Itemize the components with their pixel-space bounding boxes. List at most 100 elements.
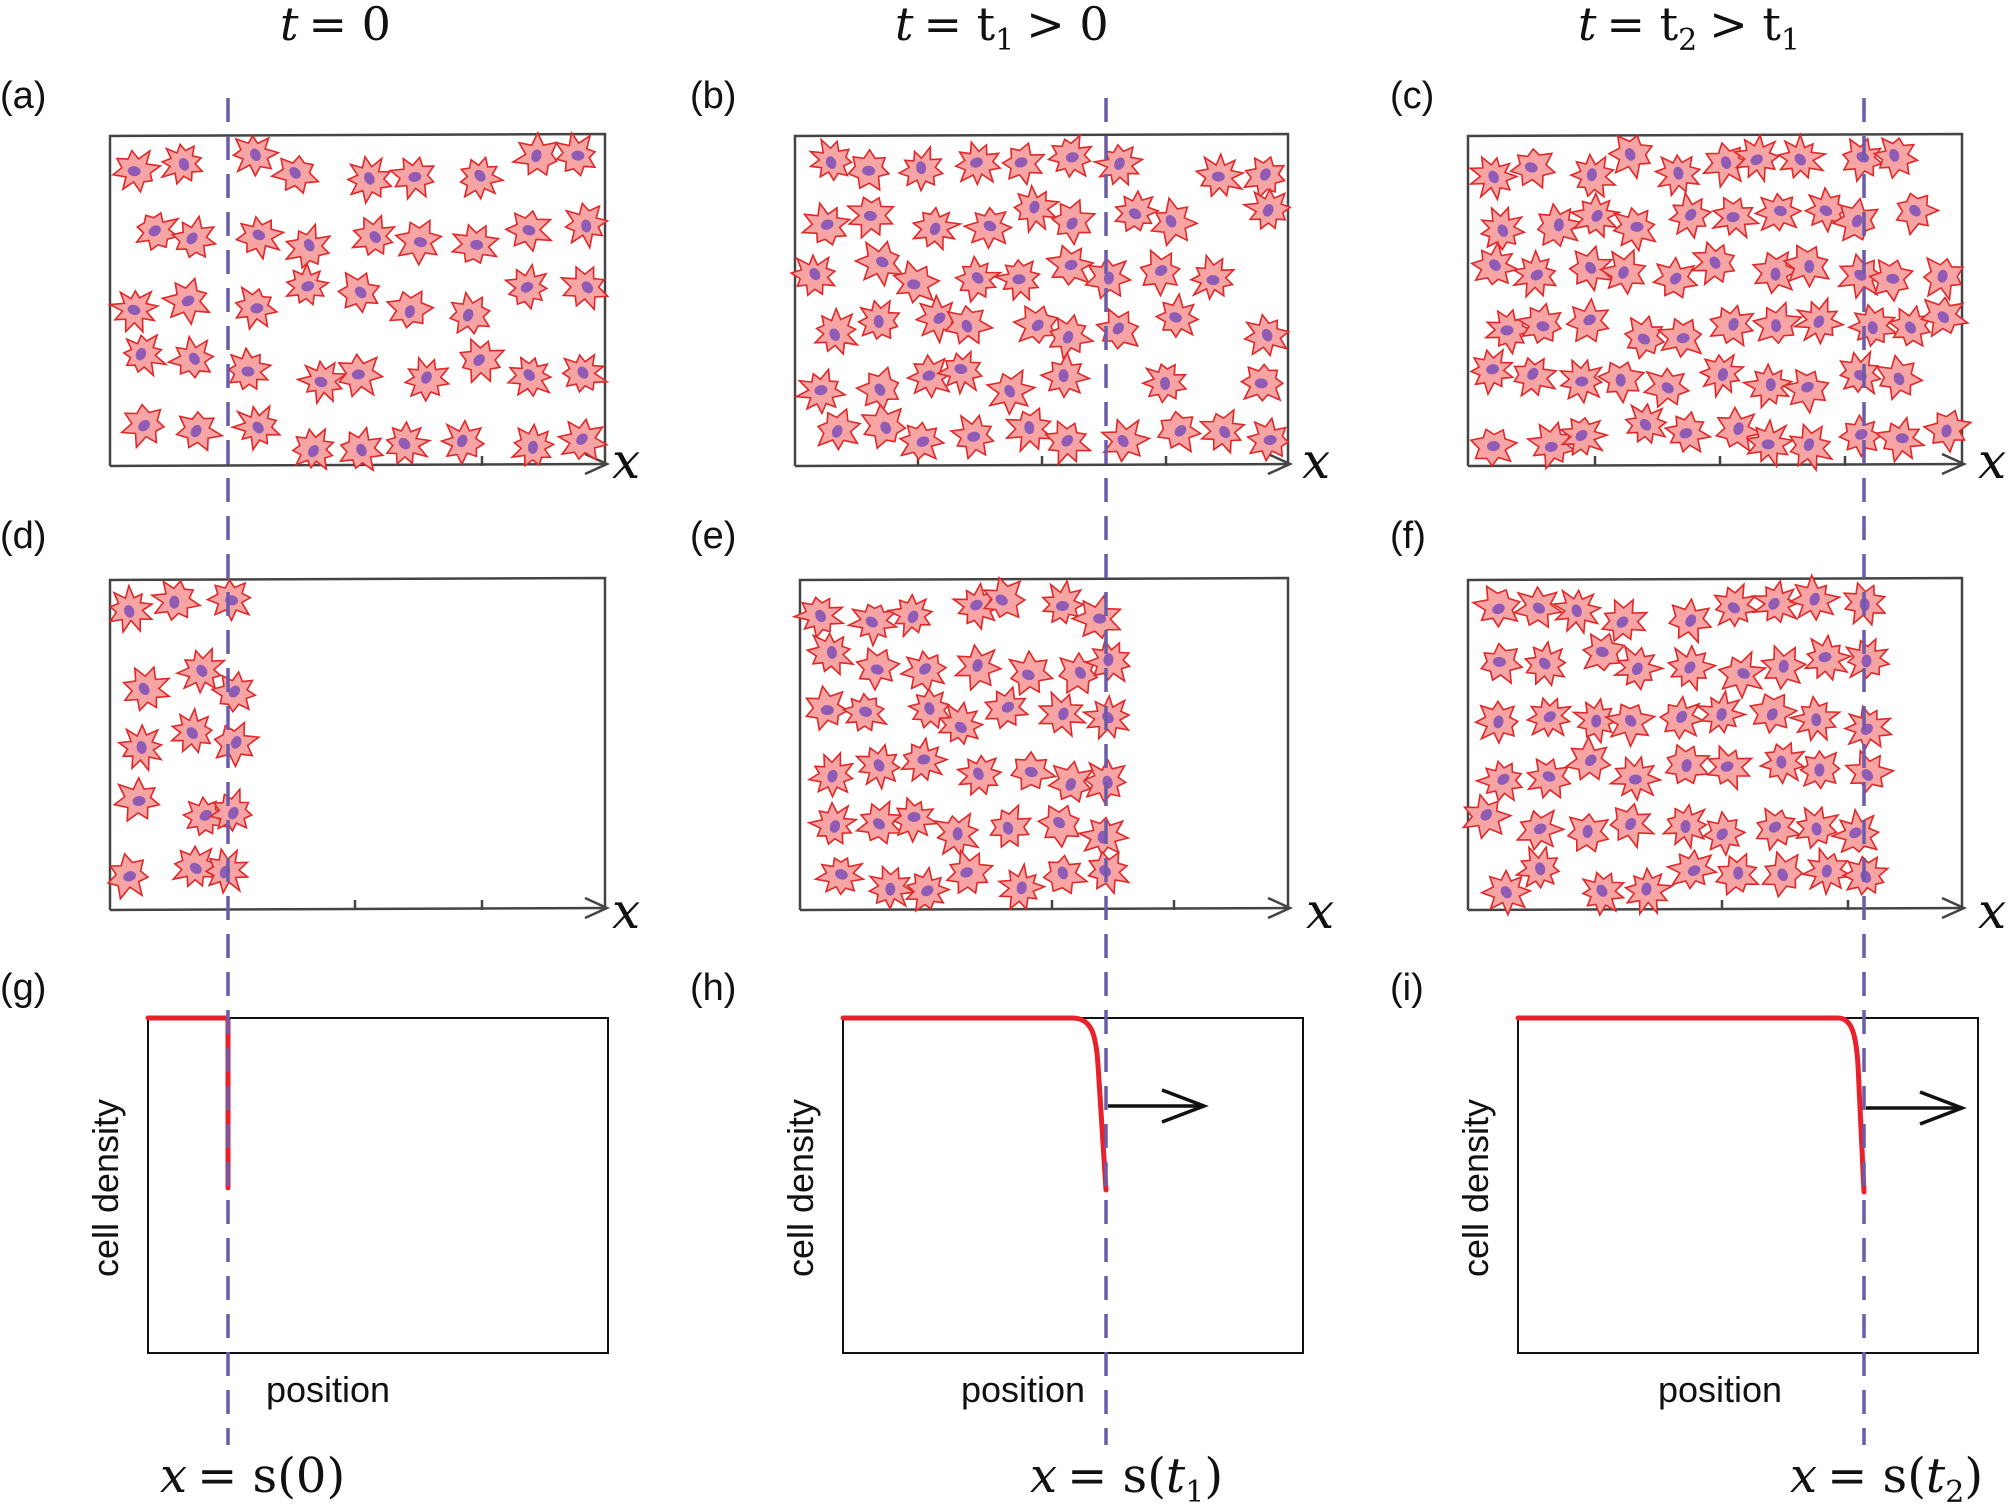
cell-nucleus — [1500, 325, 1514, 336]
cell-nucleus — [885, 882, 896, 896]
cell — [935, 349, 984, 397]
cell — [1566, 812, 1610, 853]
cell-nucleus — [1532, 602, 1546, 614]
cell-nucleus — [1684, 661, 1696, 674]
cell — [1872, 136, 1920, 180]
front-label-s0: x = s(0) — [160, 1448, 345, 1504]
cell-nucleus — [470, 239, 484, 250]
cell-nucleus — [1064, 259, 1078, 271]
cell — [1083, 256, 1133, 300]
cell — [1149, 196, 1200, 248]
axis-symbol-b: x — [1302, 432, 1330, 490]
cell — [791, 596, 846, 639]
cell-nucleus — [1596, 884, 1608, 897]
cell — [171, 844, 218, 888]
cell-nucleus — [456, 434, 468, 448]
cell — [1083, 757, 1128, 804]
cell-nucleus — [1254, 378, 1268, 389]
cell — [1751, 300, 1804, 345]
cell — [169, 706, 214, 755]
cell-nucleus — [1641, 882, 1652, 896]
cell — [1139, 248, 1182, 298]
cell — [1776, 131, 1828, 180]
cell — [898, 649, 948, 693]
cell-nucleus — [859, 706, 873, 717]
cell-nucleus — [1867, 321, 1878, 335]
cell — [1479, 205, 1527, 252]
cell-nucleus — [250, 148, 261, 162]
cell-nucleus — [1575, 429, 1588, 442]
cell — [450, 223, 501, 265]
cell — [564, 201, 610, 251]
cell — [1830, 196, 1880, 242]
panel-label-h: (h) — [690, 967, 736, 1009]
cell — [1525, 696, 1573, 738]
cell — [854, 799, 904, 845]
axis-symbol-d: x — [612, 882, 640, 940]
cell-nucleus — [835, 869, 848, 880]
cell — [949, 413, 996, 461]
cell — [1568, 152, 1618, 199]
axis-symbol-e: x — [1306, 882, 1334, 940]
cell-nucleus — [952, 827, 963, 841]
cell-nucleus — [364, 172, 375, 185]
cell — [1461, 792, 1513, 841]
cell-nucleus — [1004, 384, 1016, 398]
cell-nucleus — [127, 166, 141, 177]
cell — [234, 285, 279, 332]
cell — [1658, 694, 1705, 741]
cell — [892, 259, 941, 305]
cell — [1623, 314, 1666, 361]
cell — [982, 576, 1027, 619]
cell — [1607, 134, 1654, 181]
cell-nucleus — [252, 229, 266, 241]
cell — [1600, 597, 1649, 643]
cell-nucleus — [227, 806, 239, 820]
cell — [208, 787, 254, 833]
cell-nucleus — [1103, 271, 1114, 285]
cell-nucleus — [1053, 816, 1066, 829]
cell — [992, 258, 1042, 302]
cell — [1095, 307, 1140, 350]
cell — [1242, 155, 1286, 200]
cell-nucleus — [123, 871, 136, 882]
cell-nucleus — [826, 646, 837, 659]
cell — [506, 355, 553, 398]
cell — [116, 723, 164, 773]
cell — [1156, 410, 1203, 454]
cell-nucleus — [1801, 381, 1814, 393]
cell — [1612, 644, 1666, 692]
cell — [1701, 141, 1754, 190]
panel-frame-d — [108, 576, 607, 910]
cell-nucleus — [136, 740, 147, 754]
cell-nucleus — [138, 682, 150, 695]
cell-nucleus — [1024, 766, 1038, 778]
column-header-t2: t = t2 > t1 — [1578, 0, 1800, 58]
cell-nucleus — [1489, 259, 1501, 271]
cell — [806, 800, 859, 846]
cell-nucleus — [1637, 333, 1651, 345]
cell — [1842, 704, 1894, 752]
cell — [800, 201, 852, 247]
cell-nucleus — [1777, 868, 1788, 882]
cell — [1571, 697, 1621, 745]
cell-nucleus — [967, 431, 981, 442]
cell-nucleus — [178, 157, 190, 171]
cell — [1004, 406, 1056, 454]
cell-nucleus — [1886, 273, 1900, 284]
cell-nucleus — [1527, 367, 1539, 380]
cell-nucleus — [1624, 714, 1637, 727]
cell-nucleus — [1553, 218, 1564, 232]
cell — [1708, 303, 1756, 348]
cell — [1919, 296, 1970, 338]
cell-nucleus — [972, 659, 983, 672]
cell — [1048, 313, 1096, 362]
cell — [1046, 133, 1093, 179]
cell-nucleus — [1021, 669, 1035, 681]
cell — [149, 579, 203, 622]
cell-nucleus — [190, 424, 202, 438]
density-xlabel-i: position — [1658, 1369, 1782, 1410]
cell-nucleus — [135, 347, 147, 361]
x-axis-arrowhead-e — [1267, 896, 1294, 920]
cell — [1624, 402, 1668, 445]
